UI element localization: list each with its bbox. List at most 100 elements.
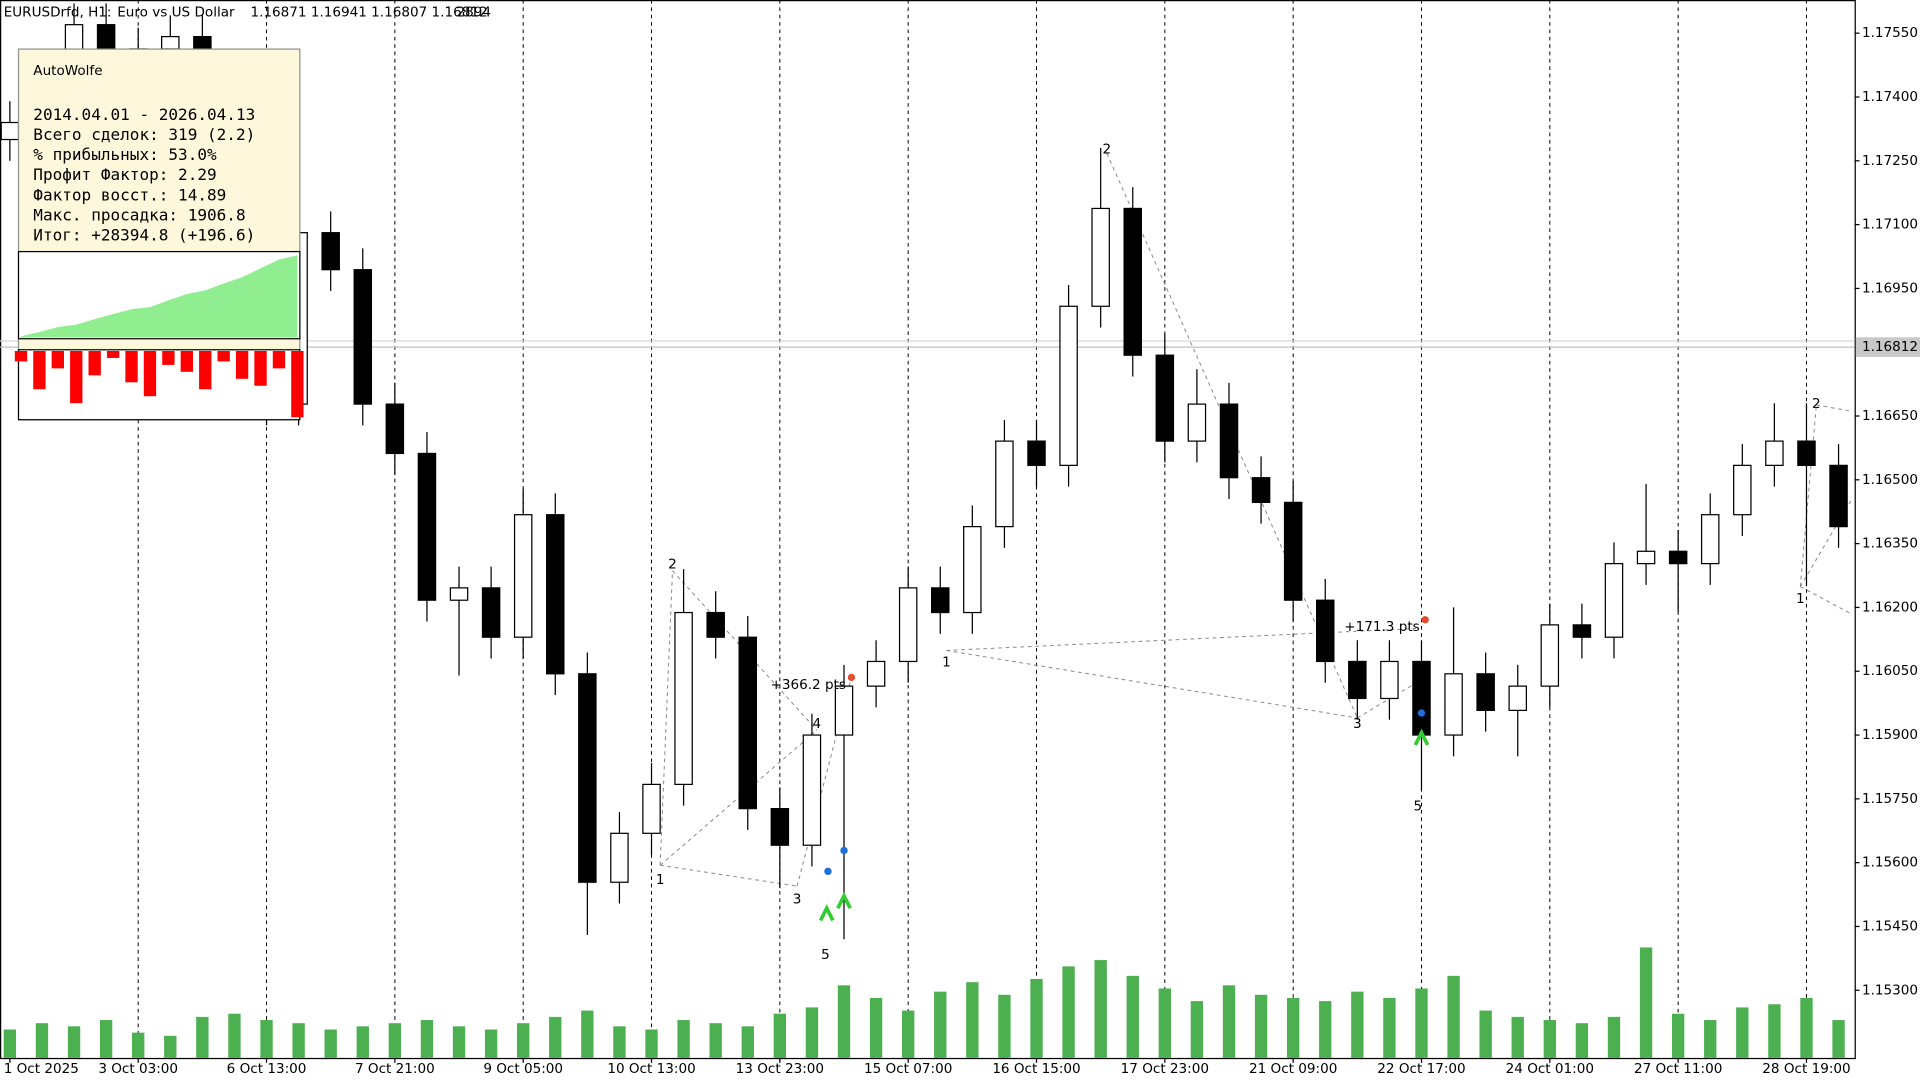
volume-bar — [1736, 1007, 1749, 1058]
candle-body — [1412, 660, 1431, 736]
drawdown-box — [17, 349, 301, 421]
volume-bar — [1158, 988, 1172, 1058]
candle-body — [1251, 477, 1271, 503]
x-tick-label: 1 Oct 2025 — [4, 1061, 79, 1077]
volume-bar — [837, 985, 851, 1058]
wave-line — [946, 649, 1358, 719]
y-tick-label: 1.17550 — [1862, 25, 1918, 41]
volume-bar — [966, 982, 979, 1058]
volume-bar — [773, 1013, 787, 1058]
candle-body — [1700, 514, 1720, 565]
volume-bar — [356, 1026, 369, 1058]
volume-bar — [1479, 1010, 1492, 1058]
wave-line — [1800, 586, 1852, 615]
candle-body — [1572, 624, 1592, 638]
volume-bar — [934, 991, 947, 1058]
volume-bar — [1222, 985, 1236, 1058]
x-tick-label: 27 Oct 11:00 — [1634, 1061, 1722, 1077]
drawdown-bar — [125, 351, 138, 383]
drawdown-bar — [291, 351, 304, 418]
volume-bar — [1768, 1004, 1781, 1058]
y-tick-label: 1.17250 — [1862, 153, 1918, 169]
volume-bar — [1832, 1020, 1845, 1058]
drawdown-bar — [272, 351, 286, 369]
wave-line — [1799, 404, 1817, 587]
candle-body — [1668, 550, 1688, 565]
candle-body — [546, 514, 565, 675]
volume-bar — [645, 1029, 658, 1058]
wave-line — [946, 627, 1420, 651]
candle-body — [674, 611, 693, 786]
volume-bar — [677, 1020, 690, 1058]
wave-label: 5 — [1413, 798, 1422, 814]
candle-body — [706, 611, 725, 638]
x-tick-label: 3 Oct 03:00 — [98, 1061, 178, 1077]
bid-label-box — [1855, 337, 1920, 357]
candle-body — [1540, 624, 1560, 687]
y-tick-label: 1.16650 — [1862, 408, 1918, 424]
wave-label: +366.2 pts — [771, 677, 846, 693]
volume-bar — [517, 1023, 530, 1058]
wave-label: 3 — [793, 892, 802, 908]
y-tick-label: 1.16350 — [1862, 536, 1918, 552]
candle-body — [578, 673, 597, 883]
volume-bar — [998, 994, 1011, 1058]
x-tick-label: 13 Oct 23:00 — [736, 1061, 824, 1077]
candle-body — [1155, 354, 1175, 442]
candle-body — [481, 587, 501, 638]
volume-bar — [1190, 1001, 1204, 1058]
volume-bar — [805, 1007, 819, 1058]
candle-body — [1315, 599, 1335, 663]
candle-body — [385, 403, 405, 455]
header-symbol: EURUSDrfd, H1: — [4, 4, 112, 20]
entry-marker — [1417, 709, 1426, 717]
candle-body — [1476, 673, 1495, 711]
candle-body — [0, 121, 20, 141]
trade-arrow — [818, 904, 835, 922]
candle-body — [1187, 403, 1207, 442]
volume-bar — [1575, 1023, 1589, 1058]
panel-line: Профит Фактор: 2.29 — [33, 165, 216, 184]
volume-bar — [99, 1020, 113, 1058]
x-tick-label: 15 Oct 07:00 — [864, 1061, 952, 1077]
volume-bar — [1543, 1020, 1556, 1058]
plot-frame — [0, 0, 1856, 1060]
wave-line — [1357, 680, 1420, 719]
candle-body — [642, 783, 661, 834]
volume-bar — [1030, 979, 1043, 1058]
exit-marker — [847, 673, 856, 682]
x-tick-label: 21 Oct 09:00 — [1249, 1061, 1337, 1077]
drawdown-bar — [254, 351, 267, 386]
volume-bar — [420, 1020, 434, 1058]
panel-line: Итог: +28394.8 (+196.6) — [33, 226, 255, 245]
candle-body — [1765, 440, 1784, 466]
entry-marker — [824, 867, 832, 876]
wave-label: 1 — [1796, 591, 1805, 607]
drawdown-bar — [235, 351, 249, 379]
volume-bar — [1447, 975, 1460, 1058]
drawdown-bar — [14, 351, 28, 362]
volume-bar — [1383, 997, 1396, 1058]
panel-line: Макс. просадка: 1906.8 — [33, 206, 245, 225]
equity-area — [20, 255, 298, 338]
drawdown-bar — [106, 351, 120, 358]
panel-line: Всего сделок: 319 (2.2) — [33, 125, 255, 144]
volume-bar — [1671, 1013, 1685, 1058]
volume-bar — [324, 1029, 337, 1058]
y-tick-label: 1.16050 — [1862, 663, 1918, 679]
candle-body — [1604, 563, 1624, 638]
volume-bar — [164, 1035, 177, 1058]
drawdown-bar — [51, 351, 64, 369]
y-tick-label: 1.17400 — [1862, 89, 1918, 105]
candle-body — [1123, 207, 1143, 356]
x-tick-label: 22 Oct 17:00 — [1377, 1061, 1465, 1077]
drawdown-bar — [162, 351, 175, 365]
panel-title: AutoWolfe — [33, 63, 102, 79]
y-tick-label: 1.15300 — [1862, 982, 1918, 998]
header-quote: 1.16871 1.16941 1.16807 1.16812 — [250, 4, 487, 20]
volume-bar — [1319, 1001, 1332, 1058]
candle-body — [1091, 207, 1110, 307]
